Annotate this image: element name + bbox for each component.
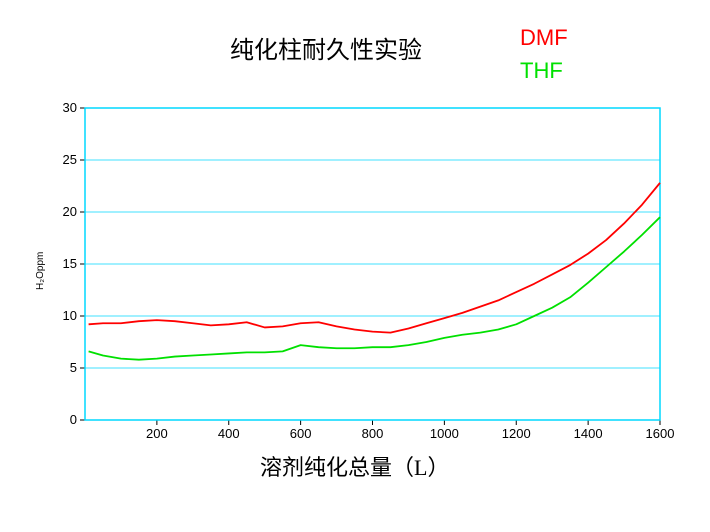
legend-item-thf: THF (520, 58, 563, 84)
legend-item-dmf: DMF (520, 25, 568, 51)
x-tick-label: 1600 (645, 426, 675, 441)
x-tick-label: 800 (358, 426, 388, 441)
y-tick-label: 30 (63, 100, 77, 115)
x-tick-label: 600 (286, 426, 316, 441)
x-axis-label: 溶剂纯化总量（L） (260, 450, 449, 482)
x-tick-label: 200 (142, 426, 172, 441)
series-line-thf (89, 217, 660, 359)
y-tick-label: 5 (70, 360, 77, 375)
chart-title: 纯化柱耐久性实验 (230, 30, 422, 65)
y-tick-label: 15 (63, 256, 77, 271)
plot-area (85, 108, 660, 420)
x-tick-label: 1200 (501, 426, 531, 441)
y-tick-label: 10 (63, 308, 77, 323)
y-tick-label: 20 (63, 204, 77, 219)
y-tick-label: 0 (70, 412, 77, 427)
y-tick-label: 25 (63, 152, 77, 167)
y-axis-label: H₂Oppm (35, 252, 46, 290)
x-tick-label: 1000 (429, 426, 459, 441)
chart-container: 纯化柱耐久性实验 DMF THF 0 5 10 15 20 25 30 200 400 600 80… (0, 0, 710, 532)
series-line-dmf (89, 183, 660, 333)
x-tick-label: 400 (214, 426, 244, 441)
x-tick-label: 1400 (573, 426, 603, 441)
